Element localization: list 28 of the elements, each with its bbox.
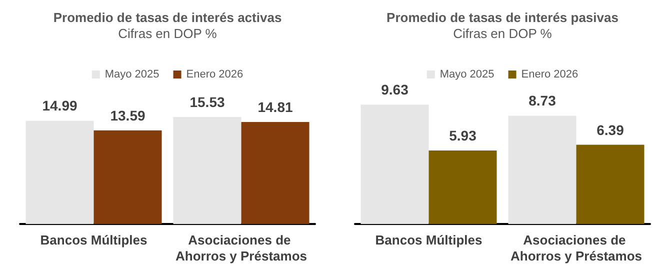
data-label: 13.59	[110, 107, 146, 124]
data-label: 8.73	[528, 92, 556, 109]
bar	[94, 130, 162, 224]
chart-subtitle: Cifras en DOP %	[118, 26, 218, 41]
legend-label: Mayo 2025	[440, 68, 494, 80]
data-label: 5.93	[449, 127, 477, 144]
bar	[173, 117, 242, 224]
chart-title: Promedio de tasas de interés activas	[53, 10, 282, 25]
bar	[576, 144, 644, 224]
data-label: 15.53	[190, 94, 225, 110]
bar	[508, 116, 576, 224]
data-label: 9.63	[381, 82, 409, 98]
data-label: 14.81	[258, 98, 293, 115]
legend-label: Enero 2026	[186, 68, 244, 80]
legend-label: Enero 2026	[521, 68, 578, 80]
x-tick-label: Bancos Múltiples	[375, 232, 482, 248]
x-tick-label: Asociaciones de Ahorros y Préstamos	[510, 232, 642, 264]
bar	[428, 150, 497, 224]
legend-label: Mayo 2025	[104, 68, 160, 80]
bar	[360, 104, 429, 224]
x-tick-label: Bancos Múltiples	[40, 232, 148, 248]
chart-title: Promedio de tasas de interés pasivas	[386, 10, 618, 25]
chart-subtitle: Cifras en DOP %	[453, 26, 552, 41]
bar	[241, 122, 310, 224]
data-label: 6.39	[596, 122, 624, 138]
x-tick-label: Asociaciones de Ahorros y Préstamos	[176, 232, 307, 264]
data-label: 14.99	[42, 98, 78, 114]
bar	[26, 120, 94, 224]
